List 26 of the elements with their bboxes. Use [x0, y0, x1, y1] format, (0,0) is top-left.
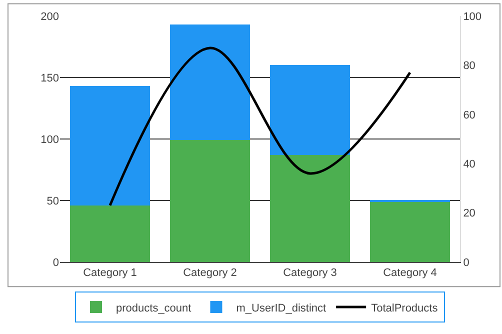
y2-tick-label: 0 — [463, 256, 470, 269]
y2-tick-label: 80 — [463, 60, 476, 72]
x-tick-label: Category 4 — [383, 267, 437, 280]
bar — [170, 24, 250, 140]
y-tick-label: 0 — [52, 256, 59, 269]
legend-label: m_UserID_distinct — [236, 302, 326, 314]
y2-tick-label: 60 — [463, 109, 476, 122]
y-tick-label: 100 — [40, 134, 59, 146]
bar — [70, 86, 150, 206]
bar — [270, 65, 350, 155]
y2-tick-label: 20 — [463, 208, 476, 220]
y-tick-label: 200 — [40, 10, 59, 23]
y-tick-label: 50 — [46, 195, 59, 208]
bar — [70, 205, 150, 262]
bar — [370, 202, 450, 262]
y2-tick-label: 100 — [463, 10, 482, 23]
legend-label: products_count — [116, 302, 192, 314]
bar — [170, 140, 250, 262]
line-series — [108, 46, 412, 207]
y2-tick-label: 40 — [463, 158, 476, 170]
x-tick-label: Category 3 — [283, 267, 337, 280]
x-tick-label: Category 1 — [83, 267, 137, 280]
legend-label: TotalProducts — [371, 302, 438, 314]
bar — [270, 154, 350, 262]
x-tick-label: Category 2 — [183, 267, 237, 280]
y-tick-label: 150 — [40, 72, 59, 84]
